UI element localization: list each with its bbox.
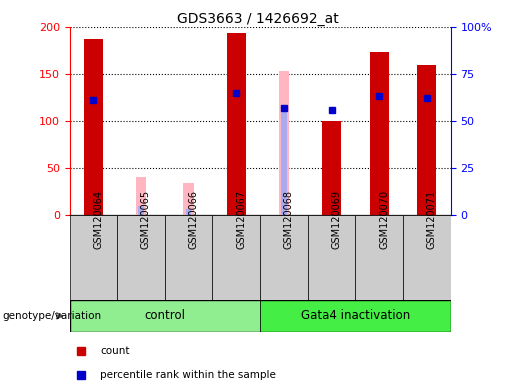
Bar — [322, 121, 341, 215]
Bar — [370, 52, 389, 215]
Bar — [84, 39, 103, 215]
Text: Gata4 inactivation: Gata4 inactivation — [301, 310, 410, 322]
Text: GSM120068: GSM120068 — [284, 190, 294, 249]
Bar — [212, 215, 260, 300]
Bar — [136, 177, 146, 215]
Text: GSM120067: GSM120067 — [236, 190, 246, 249]
Bar — [186, 209, 192, 215]
Bar — [403, 215, 451, 300]
Text: GSM120071: GSM120071 — [427, 190, 437, 249]
Bar — [260, 300, 451, 332]
Text: count: count — [100, 346, 129, 356]
Bar — [70, 215, 117, 300]
Bar — [183, 183, 194, 215]
Text: control: control — [144, 310, 185, 322]
Text: GSM120066: GSM120066 — [188, 190, 199, 249]
Text: genotype/variation: genotype/variation — [3, 311, 101, 321]
Bar — [117, 215, 165, 300]
Text: GSM120070: GSM120070 — [379, 190, 389, 249]
Bar — [281, 106, 287, 215]
Bar — [138, 206, 144, 215]
Bar — [70, 300, 260, 332]
Bar — [165, 215, 212, 300]
Bar — [355, 215, 403, 300]
Text: GSM120069: GSM120069 — [332, 190, 341, 249]
Text: percentile rank within the sample: percentile rank within the sample — [100, 370, 276, 381]
Bar — [260, 215, 308, 300]
Text: GDS3663 / 1426692_at: GDS3663 / 1426692_at — [177, 12, 338, 25]
Bar — [279, 71, 289, 215]
Text: GSM120065: GSM120065 — [141, 190, 151, 249]
Text: GSM120064: GSM120064 — [93, 190, 104, 249]
Bar — [227, 33, 246, 215]
Bar — [307, 215, 355, 300]
Bar — [417, 65, 436, 215]
